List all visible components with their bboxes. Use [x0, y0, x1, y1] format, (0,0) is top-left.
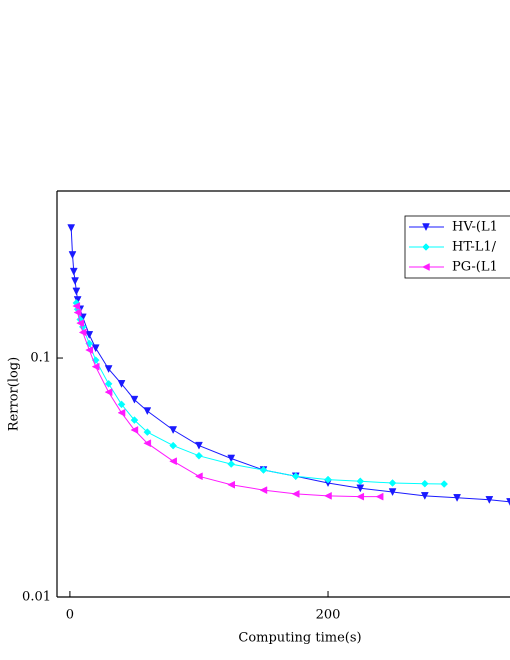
legend-label: HT-L1/ — [452, 240, 497, 255]
data-point — [72, 287, 81, 296]
data-point — [356, 492, 365, 501]
data-point — [227, 454, 236, 463]
data-point — [259, 466, 268, 474]
data-point — [130, 426, 139, 434]
data-point — [104, 365, 113, 374]
legend-label: PG-(L1 — [452, 260, 498, 275]
data-point — [130, 416, 139, 424]
data-point — [104, 388, 113, 397]
x-axis-label: Computing time(s) — [238, 631, 361, 646]
data-point — [388, 479, 397, 487]
legend-marker — [421, 263, 430, 271]
legend-label: HV-(L1 — [452, 220, 498, 235]
data-point — [117, 380, 126, 388]
data-point — [91, 362, 100, 371]
data-point — [195, 441, 203, 450]
data-point — [453, 494, 461, 502]
data-point — [72, 302, 81, 310]
data-point — [117, 400, 126, 409]
data-point — [143, 428, 152, 436]
data-point — [291, 472, 300, 481]
data-point — [291, 490, 300, 498]
data-point — [85, 346, 94, 354]
data-point — [227, 480, 235, 489]
data-point — [78, 328, 87, 337]
x-tick-label: 0 — [66, 608, 74, 623]
data-point — [227, 460, 236, 468]
data-point — [73, 308, 82, 317]
data-point — [440, 480, 449, 488]
data-point — [259, 486, 268, 495]
data-point — [169, 426, 178, 435]
data-point — [67, 224, 76, 233]
data-point — [506, 498, 510, 506]
data-point — [71, 277, 79, 286]
data-point — [143, 439, 152, 448]
y-axis-label: Rerror(log) — [7, 357, 22, 431]
data-point — [117, 408, 126, 417]
series-line — [75, 302, 445, 485]
legend-marker — [422, 243, 430, 251]
data-point — [388, 488, 397, 497]
data-point — [85, 331, 94, 339]
y-tick-label: 0.1 — [30, 351, 51, 366]
data-point — [169, 457, 177, 466]
legend-marker — [422, 223, 430, 232]
data-point — [143, 407, 152, 416]
data-point — [420, 492, 429, 500]
data-point — [68, 251, 77, 260]
data-point — [130, 395, 139, 404]
data-point — [324, 475, 332, 484]
data-point — [420, 479, 429, 488]
data-point — [195, 451, 203, 460]
data-point — [323, 491, 332, 500]
data-point — [194, 472, 203, 481]
data-point — [76, 319, 84, 328]
data-point — [485, 496, 494, 504]
data-point — [91, 344, 100, 353]
y-tick-label: 0.01 — [22, 590, 51, 605]
data-point — [104, 379, 113, 388]
x-tick-label: 200 — [316, 608, 341, 623]
data-point — [356, 477, 365, 486]
data-point — [69, 267, 78, 276]
data-point — [375, 492, 384, 501]
data-point — [169, 441, 178, 450]
